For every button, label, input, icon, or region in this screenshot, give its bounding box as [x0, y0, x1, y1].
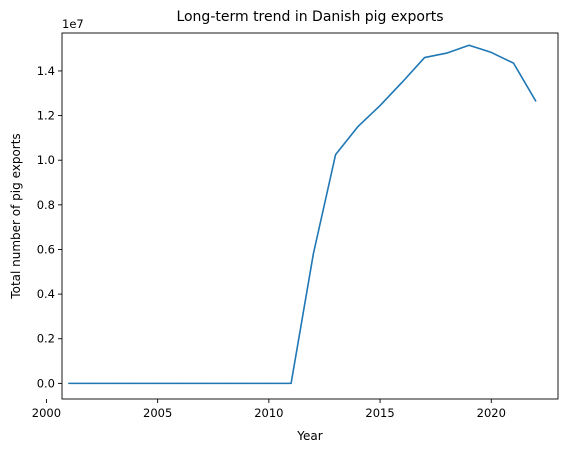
x-axis: 2000 2005 2010 2015 2020: [32, 399, 506, 420]
y-tick-label: 0.2: [37, 332, 55, 346]
data-point: [334, 154, 337, 156]
data-point: [357, 126, 359, 128]
data-point: [535, 100, 537, 102]
y-axis-offset-label: 1e7: [62, 17, 84, 31]
x-axis-label: Year: [296, 429, 322, 443]
y-axis: 0.0 0.2 0.4 0.6 0.8 1.0 1.2 1.4: [37, 64, 62, 390]
x-tick-label: 2005: [143, 406, 172, 420]
data-point: [68, 382, 70, 384]
data-point: [179, 382, 181, 384]
x-tick-label: 2015: [365, 406, 394, 420]
data-point: [446, 52, 448, 54]
data-point: [490, 51, 492, 54]
data-point: [423, 56, 426, 59]
y-tick-label: 0.8: [37, 198, 55, 212]
data-point: [401, 81, 403, 83]
y-tick-label: 1.4: [37, 64, 55, 78]
data-point: [201, 382, 203, 384]
chart-title: Long-term trend in Danish pig exports: [176, 9, 443, 25]
y-tick-label: 1.2: [37, 109, 55, 123]
data-point: [268, 382, 270, 384]
data-point: [246, 382, 248, 384]
x-tick-label: 2000: [32, 406, 61, 420]
x-tick-label: 2020: [477, 406, 506, 420]
y-tick-label: 0.4: [37, 287, 55, 301]
data-point: [512, 62, 515, 64]
series-line: [68, 44, 537, 385]
y-tick-label: 0.0: [37, 376, 55, 390]
x-tick-label: 2010: [254, 406, 283, 420]
data-point: [312, 253, 314, 255]
data-point: [290, 382, 292, 384]
plot-area: [68, 44, 537, 385]
plot-frame: [61, 32, 559, 400]
y-tick-label: 0.6: [37, 242, 55, 256]
data-point: [112, 382, 114, 384]
data-point: [223, 382, 225, 384]
y-axis-label: Total number of pig exports: [9, 133, 23, 299]
y-tick-label: 1.0: [37, 153, 55, 167]
data-point: [379, 104, 381, 107]
data-point: [157, 382, 159, 384]
data-point: [90, 382, 92, 384]
data-point: [134, 382, 136, 384]
data-point: [468, 44, 470, 46]
